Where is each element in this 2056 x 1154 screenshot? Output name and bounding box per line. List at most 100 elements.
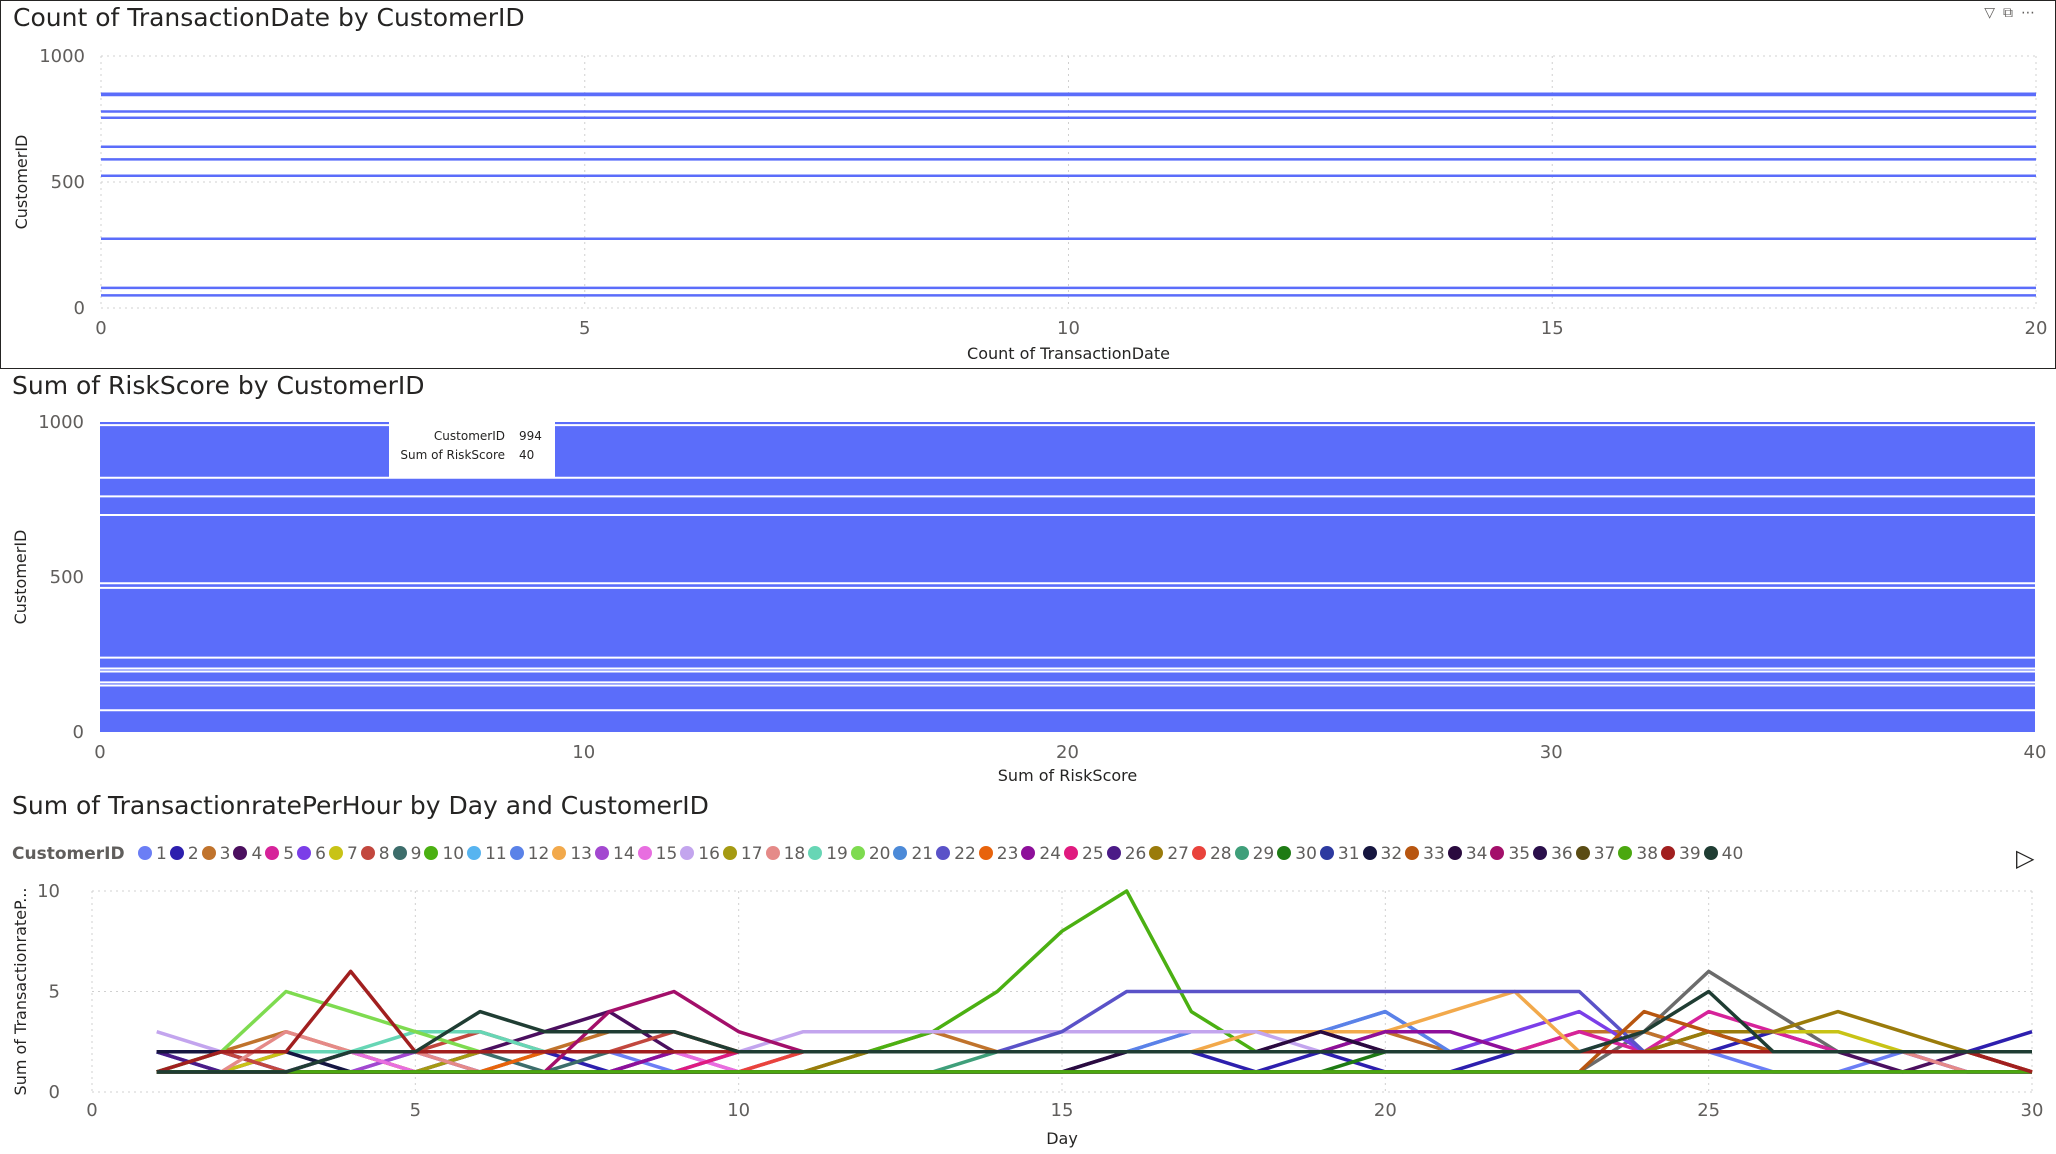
legend-label: 14 <box>613 844 635 864</box>
x-tick-label: 10 <box>727 1100 750 1121</box>
tooltip-value: 40 <box>519 448 535 462</box>
legend-item[interactable]: 26 <box>1106 844 1146 864</box>
legend-label: 7 <box>346 844 358 864</box>
x-tick-label: 15 <box>1051 1100 1074 1121</box>
legend-label: 36 <box>1551 844 1573 864</box>
legend-label: 19 <box>826 844 848 864</box>
legend-label: 1 <box>155 844 167 864</box>
legend-item[interactable]: 29 <box>1234 844 1274 864</box>
legend-label: 2 <box>187 844 199 864</box>
legend-label: 21 <box>911 844 934 864</box>
legend-label: 5 <box>283 844 295 864</box>
legend-item[interactable]: 13 <box>552 844 592 864</box>
legend-label: 13 <box>570 844 592 864</box>
legend-marker <box>722 846 737 860</box>
legend-label: 20 <box>868 844 891 864</box>
legend-marker <box>1447 846 1462 860</box>
legend-item[interactable]: 27 <box>1149 844 1189 864</box>
legend-item[interactable]: 4 <box>233 844 262 864</box>
legend-item[interactable]: 6 <box>297 844 326 864</box>
x-tick-label: 10 <box>1057 318 1080 339</box>
legend-label: 6 <box>315 844 326 864</box>
series-lines <box>101 92 2036 297</box>
legend-marker <box>1575 846 1590 860</box>
legend-item[interactable]: 37 <box>1575 844 1616 864</box>
legend-item[interactable]: 36 <box>1533 844 1573 864</box>
legend-label: 9 <box>410 844 422 864</box>
legend-item[interactable]: 8 <box>360 844 390 864</box>
legend-marker <box>808 846 823 860</box>
legend-item[interactable]: 9 <box>392 844 422 864</box>
legend-item[interactable]: 40 <box>1703 844 1743 864</box>
legend-marker <box>680 846 695 860</box>
legend-item[interactable]: 39 <box>1661 844 1701 864</box>
legend-item[interactable]: 1 <box>137 844 167 864</box>
tooltip: CustomerID 994 Sum of RiskScore 40 <box>389 422 555 478</box>
legend-item[interactable]: 28 <box>1191 844 1232 864</box>
legend-label: 35 <box>1508 844 1531 864</box>
gridlines <box>100 55 2037 309</box>
legend-item[interactable]: 14 <box>595 844 635 864</box>
legend-item[interactable]: 30 <box>1277 844 1317 864</box>
legend-item[interactable]: 22 <box>936 844 976 864</box>
legend-item[interactable]: 34 <box>1447 844 1487 864</box>
tooltip-label: CustomerID <box>433 429 505 443</box>
legend-item[interactable]: 7 <box>328 844 358 864</box>
legend-item[interactable]: 24 <box>1021 844 1061 864</box>
legend-item[interactable]: 23 <box>978 844 1018 864</box>
legend-item[interactable]: 38 <box>1618 844 1658 864</box>
legend-item[interactable]: 21 <box>893 844 933 864</box>
legend-item[interactable]: 12 <box>509 844 549 864</box>
legend-marker <box>893 846 908 860</box>
legend-item[interactable]: 16 <box>680 844 720 864</box>
series-line-16 <box>156 1029 2032 1054</box>
bar-chart-2[interactable]: 0 500 1000 0 10 20 30 40 Sum of RiskScore Custo… <box>0 369 2056 789</box>
x-tick-label: 20 <box>1374 1100 1397 1121</box>
legend-item[interactable]: 33 <box>1405 844 1445 864</box>
legend-item[interactable]: 17 <box>722 844 763 864</box>
legend-marker <box>936 846 951 860</box>
y-tick-label: 500 <box>51 172 85 193</box>
legend-label: 37 <box>1593 844 1616 864</box>
legend-item[interactable]: 25 <box>1064 844 1104 864</box>
legend[interactable]: CustomerID 1 2 3 4 5 6 7 8 9 10 11 12 13 14 15 16 17 18 19… <box>12 844 1746 870</box>
legend-item[interactable]: 31 <box>1319 844 1360 864</box>
legend-item[interactable]: 18 <box>765 844 805 864</box>
y-tick-label: 10 <box>37 881 60 902</box>
legend-marker <box>1533 846 1548 860</box>
legend-item[interactable]: 35 <box>1490 844 1530 864</box>
chart-panel-transactionrate[interactable]: Sum of TransactionratePerHour by Day and… <box>0 789 2056 1154</box>
legend-next-arrow-icon[interactable]: ▷ <box>2016 844 2035 872</box>
more-options-icon[interactable]: ⋯ <box>2021 5 2043 21</box>
visual-header-icons[interactable]: ▽⧉⋯ <box>1984 5 2043 21</box>
legend-item[interactable]: 3 <box>201 844 230 864</box>
tooltip-label: Sum of RiskScore <box>400 448 505 462</box>
y-axis-label: CustomerID <box>12 135 31 230</box>
chart-panel-count-transactiondate[interactable]: Count of TransactionDate by CustomerID ▽… <box>0 0 2056 369</box>
legend-marker <box>1234 846 1249 860</box>
legend-marker <box>201 846 216 860</box>
chart-title: Sum of TransactionratePerHour by Day and… <box>12 791 709 820</box>
line-chart-1[interactable]: 0 500 1000 0 5 10 15 20 Count of TransactionDat… <box>1 1 2056 370</box>
legend-marker <box>978 846 993 860</box>
series-line-40 <box>156 989 2032 1074</box>
legend-item[interactable]: 15 <box>637 844 677 864</box>
y-tick-label: 0 <box>74 298 85 319</box>
legend-marker <box>1021 846 1036 860</box>
legend-marker <box>1362 846 1377 860</box>
legend-item[interactable]: 2 <box>169 844 199 864</box>
chart-panel-sum-riskscore[interactable]: Sum of RiskScore by CustomerID 0 500 1000 0… <box>0 369 2056 789</box>
legend-marker <box>1703 846 1718 860</box>
legend-item[interactable]: 32 <box>1362 844 1402 864</box>
legend-item[interactable]: 20 <box>850 844 891 864</box>
legend-item[interactable]: 11 <box>467 844 507 864</box>
legend-item[interactable]: 19 <box>808 844 848 864</box>
legend-item[interactable]: 10 <box>424 844 464 864</box>
focus-mode-icon[interactable]: ⧉ <box>2003 5 2021 21</box>
legend-item[interactable]: 5 <box>265 844 294 864</box>
legend-marker <box>1064 846 1079 860</box>
legend-label: 8 <box>378 844 390 864</box>
legend-marker <box>392 846 407 860</box>
filter-icon[interactable]: ▽ <box>1984 5 2003 21</box>
